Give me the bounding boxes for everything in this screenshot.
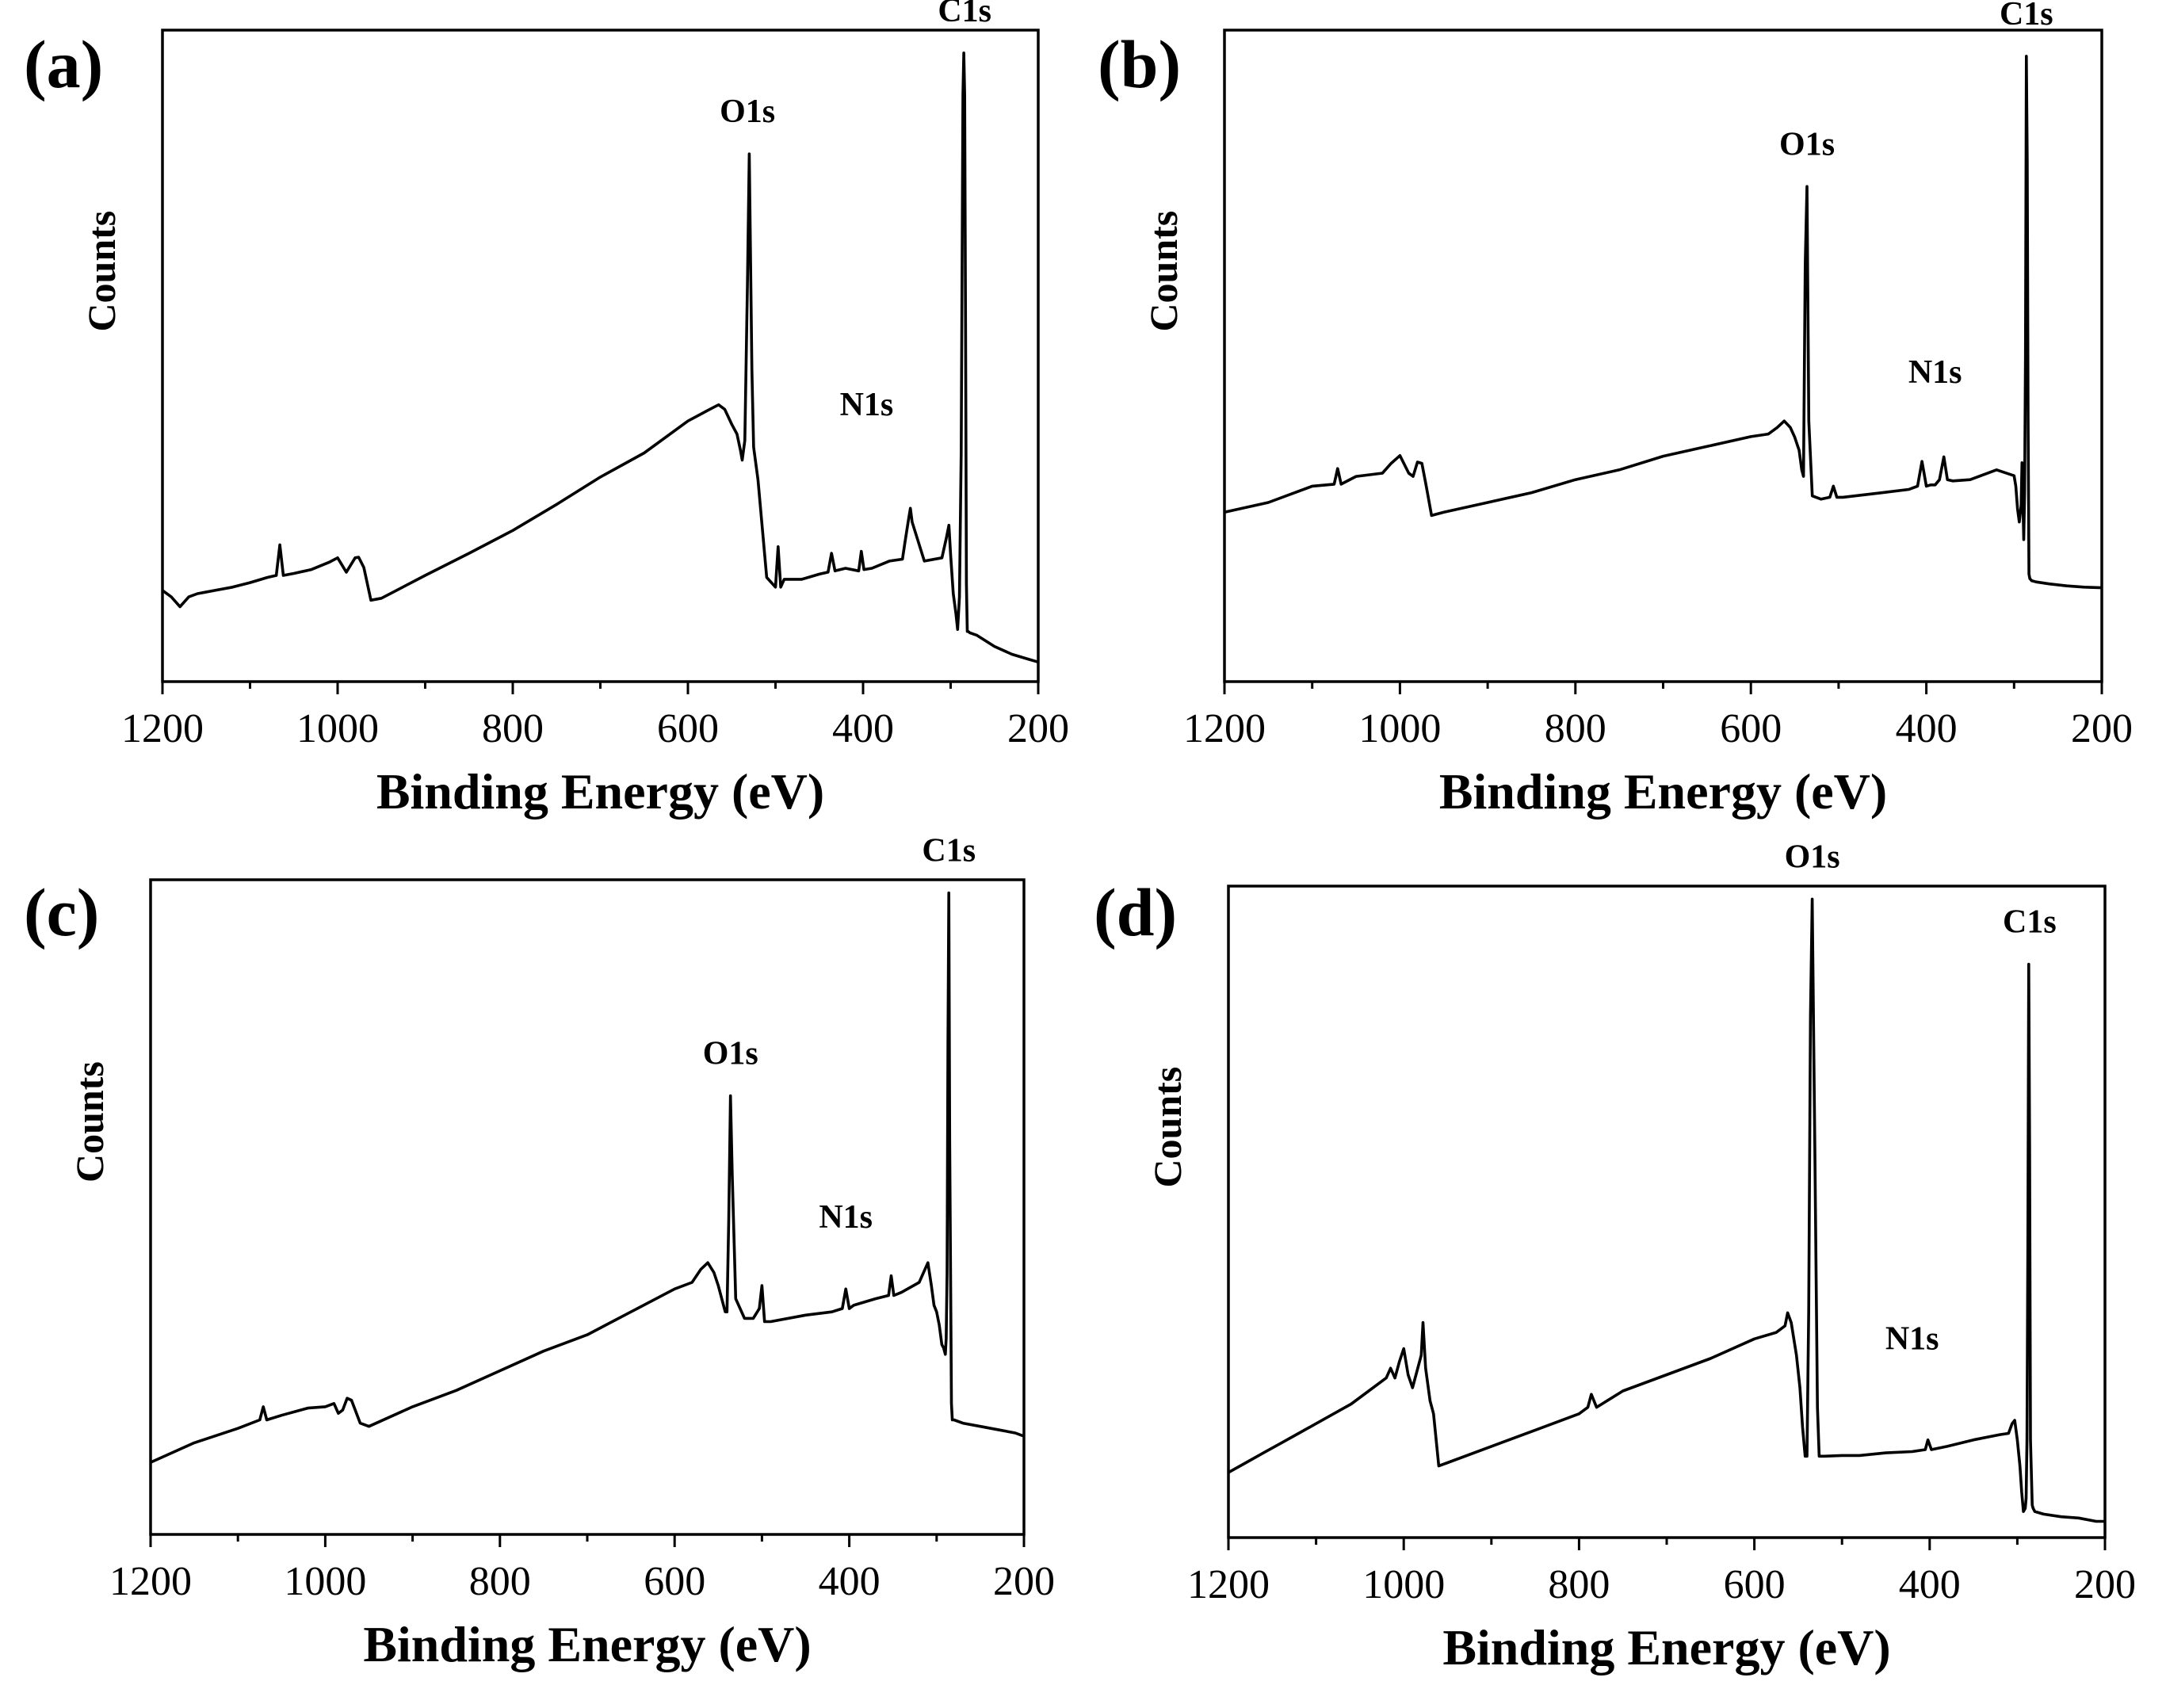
y-axis-label-a: Counts [79, 211, 124, 332]
x-axis-label-d: Binding Energy (eV) [1442, 1619, 1890, 1676]
chart-panel-c: (c) 1200 1000 800 600 400 200 Binding Energy (e… [24, 833, 1055, 1672]
x-tick-label-a: 1200 [121, 706, 204, 751]
x-tick-label-a: 1000 [296, 706, 379, 751]
x-tick-label-b: 800 [1545, 706, 1606, 751]
plot-frame-c [149, 878, 1026, 1536]
chart-panel-a: (a) 1200 1000 800 600 400 200 Binding Energy (e… [24, 0, 1069, 820]
x-tick-label-c: 400 [819, 1559, 881, 1604]
x-tick-label-b: 200 [2071, 706, 2133, 751]
x-tick-label-d: 200 [2074, 1562, 2136, 1607]
x-tick-label-a: 400 [832, 706, 894, 751]
spectrum-line-d [1228, 897, 2105, 1523]
peak-label-o1s-c: O1s [703, 1036, 758, 1072]
peak-label-n1s-d: N1s [1885, 1321, 1939, 1358]
plot-frame-a [161, 29, 1040, 683]
spectrum-line-c [150, 891, 1025, 1464]
x-tick-label-b: 400 [1896, 706, 1958, 751]
panel-label-a: (a) [24, 26, 103, 102]
x-tick-label-b: 1000 [1358, 706, 1441, 751]
y-axis-label-b: Counts [1141, 211, 1186, 332]
x-tick-label-c: 1200 [109, 1559, 192, 1604]
panel-label-b: (b) [1098, 26, 1181, 102]
peak-label-n1s-b: N1s [1908, 354, 1962, 391]
x-tick-label-d: 1000 [1362, 1562, 1445, 1607]
x-axis-label-a: Binding Energy (eV) [376, 763, 824, 820]
x-tick-label-b: 1200 [1183, 706, 1266, 751]
peak-label-n1s-a: N1s [840, 387, 894, 423]
x-tick-label-d: 800 [1548, 1562, 1610, 1607]
spectrum-line-b [1224, 55, 2103, 590]
panels: (a) 1200 1000 800 600 400 200 Binding Energy (e… [24, 0, 2136, 1676]
x-tick-label-c: 200 [993, 1559, 1055, 1604]
x-tick-label-c: 800 [469, 1559, 531, 1604]
x-tick-label-d: 400 [1899, 1562, 1961, 1607]
panel-label-c: (c) [24, 874, 99, 950]
x-axis-label-b: Binding Energy (eV) [1439, 763, 1887, 820]
peak-label-o1s-b: O1s [1779, 126, 1835, 162]
x-tick-label-d: 1200 [1187, 1562, 1270, 1607]
peak-label-c1s-a: C1s [938, 0, 991, 29]
x-axis-label-c: Binding Energy (eV) [363, 1616, 811, 1672]
x-tick-label-d: 600 [1724, 1562, 1786, 1607]
x-tick-label-a: 600 [657, 706, 719, 751]
chart-panel-d: (d) 1200 1000 800 600 400 200 Binding Energy (e… [1094, 839, 2136, 1676]
plot-frame-b [1223, 29, 2103, 683]
x-tick-label-c: 1000 [284, 1559, 366, 1604]
chart-panel-b: (b) 1200 1000 800 600 400 200 Binding Energy (e… [1098, 0, 2133, 820]
peak-label-o1s-d: O1s [1785, 839, 1840, 875]
panel-label-d: (d) [1094, 874, 1177, 950]
peak-label-c1s-b: C1s [2000, 0, 2053, 32]
y-axis-label-c: Counts [67, 1061, 112, 1183]
y-axis-label-d: Counts [1145, 1067, 1190, 1188]
x-tick-label-a: 200 [1007, 706, 1069, 751]
peak-label-n1s-c: N1s [819, 1199, 873, 1236]
peak-label-c1s-d: C1s [2003, 904, 2057, 941]
peak-label-o1s-a: O1s [720, 94, 775, 130]
x-tick-label-c: 600 [644, 1559, 705, 1604]
x-tick-label-a: 800 [482, 706, 544, 751]
spectrum-line-a [161, 52, 1039, 664]
peak-label-c1s-c: C1s [922, 833, 976, 869]
x-tick-label-b: 600 [1720, 706, 1782, 751]
